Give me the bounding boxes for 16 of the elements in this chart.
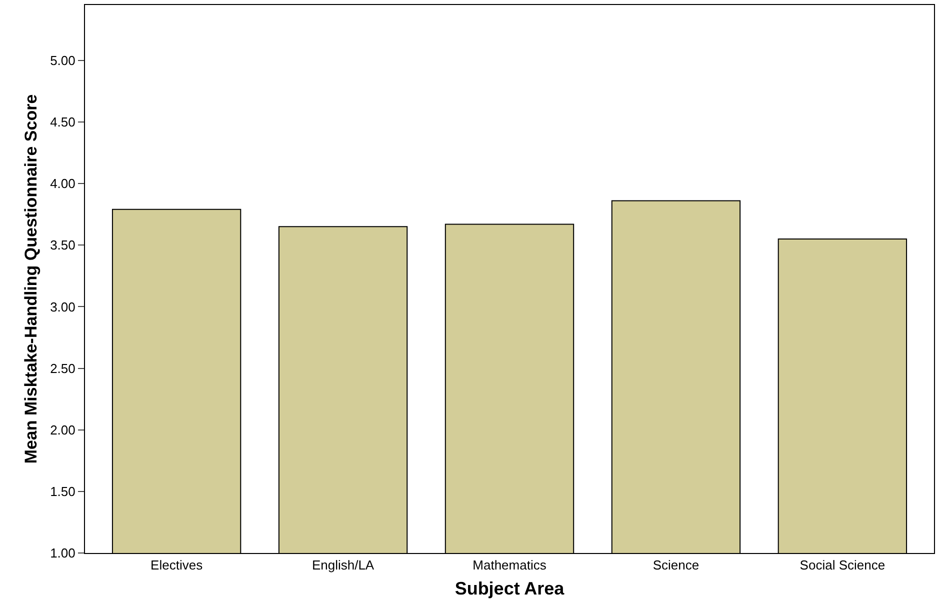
x-tick-label: English/LA — [312, 558, 374, 573]
y-tick-label: 5.00 — [50, 52, 76, 68]
x-axis-title: Subject Area — [454, 578, 566, 599]
y-tick-label: 4.00 — [50, 176, 76, 192]
y-axis-title: Mean Misktake-Handling Questionnaire Score — [22, 94, 41, 464]
x-tick-label: Science — [652, 558, 700, 573]
y-tick-label: 2.00 — [50, 422, 76, 438]
x-tick-label: Electives — [150, 558, 204, 573]
y-tick-label: 1.00 — [50, 546, 76, 561]
x-tick-label: Social Science — [800, 558, 886, 573]
y-tick-label: 3.00 — [50, 299, 76, 314]
x-tick-label: Mathematics — [472, 558, 547, 573]
y-tick-label: 4.50 — [50, 114, 76, 130]
y-tick-label: 3.50 — [50, 238, 76, 253]
y-tick-label: 2.50 — [50, 360, 76, 376]
y-tick-label: 1.50 — [50, 484, 76, 499]
